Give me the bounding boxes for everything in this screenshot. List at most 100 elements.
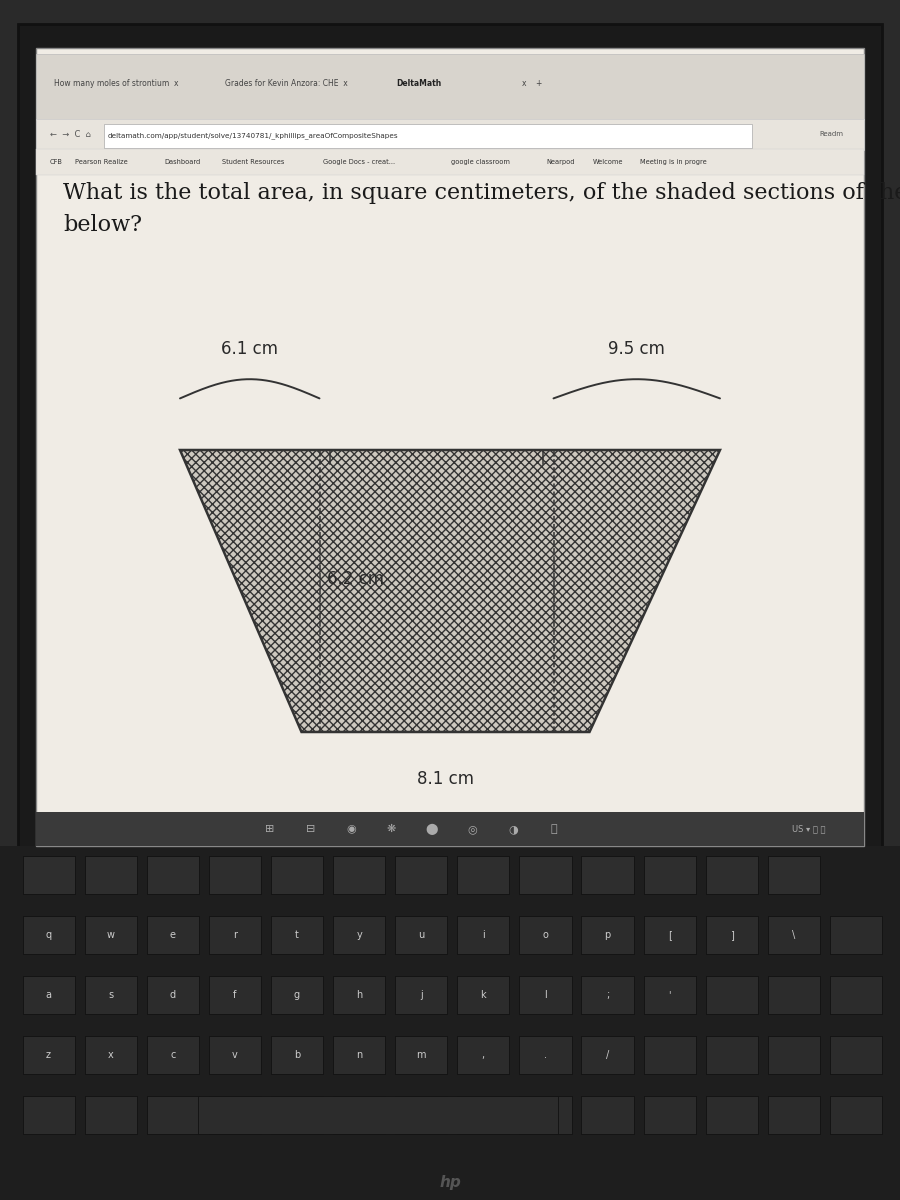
Bar <box>271 1096 323 1134</box>
Bar <box>519 976 572 1014</box>
Bar <box>36 149 864 175</box>
Text: c: c <box>170 1050 176 1060</box>
Bar <box>644 976 696 1014</box>
Bar <box>457 1096 509 1134</box>
Bar <box>18 24 882 864</box>
Text: i: i <box>482 930 485 940</box>
Bar <box>271 916 323 954</box>
Bar <box>644 1036 696 1074</box>
Text: DeltaMath: DeltaMath <box>396 79 441 89</box>
Text: g: g <box>294 990 300 1000</box>
Text: [: [ <box>668 930 671 940</box>
Text: hp: hp <box>439 1175 461 1189</box>
Bar <box>85 1036 137 1074</box>
Text: .: . <box>544 1050 547 1060</box>
Polygon shape <box>180 450 720 732</box>
Text: What is the total area, in square centimeters, of the shaded sections of the tra: What is the total area, in square centim… <box>63 182 900 204</box>
Bar <box>0 846 900 1200</box>
Bar <box>706 1096 758 1134</box>
Text: ⊞: ⊞ <box>266 824 274 834</box>
Text: l: l <box>544 990 547 1000</box>
Bar <box>519 1096 572 1134</box>
Bar <box>22 976 75 1014</box>
Bar <box>395 976 447 1014</box>
Text: ⬤: ⬤ <box>426 823 438 835</box>
Bar <box>457 1036 509 1074</box>
Bar <box>768 1036 820 1074</box>
Bar <box>644 1096 696 1134</box>
Bar <box>36 48 864 846</box>
Bar <box>830 1096 882 1134</box>
Text: w: w <box>107 930 114 940</box>
Text: v: v <box>232 1050 238 1060</box>
Bar <box>104 124 752 148</box>
Bar <box>581 1036 634 1074</box>
Text: u: u <box>418 930 424 940</box>
Bar <box>209 1036 261 1074</box>
Text: ◎: ◎ <box>468 824 477 834</box>
Text: ': ' <box>669 990 670 1000</box>
Bar <box>768 856 820 894</box>
Bar <box>85 976 137 1014</box>
Bar <box>768 1096 820 1134</box>
Text: below?: below? <box>63 214 142 235</box>
Text: s: s <box>108 990 113 1000</box>
Bar <box>209 1096 261 1134</box>
Bar <box>395 1036 447 1074</box>
Bar <box>271 976 323 1014</box>
Text: ←  →  C  ⌂: ← → C ⌂ <box>50 130 91 139</box>
Bar <box>768 976 820 1014</box>
Bar <box>830 916 882 954</box>
Text: a: a <box>46 990 51 1000</box>
Bar <box>22 1096 75 1134</box>
Text: Grades for Kevin Anzora: CHE  x: Grades for Kevin Anzora: CHE x <box>225 79 347 89</box>
Bar <box>147 856 199 894</box>
Bar <box>395 856 447 894</box>
Bar <box>22 916 75 954</box>
Text: e: e <box>170 930 176 940</box>
Text: d: d <box>170 990 176 1000</box>
Bar <box>147 1096 199 1134</box>
Bar <box>519 1036 572 1074</box>
Bar <box>209 856 261 894</box>
Text: ,: , <box>482 1050 485 1060</box>
Text: q: q <box>46 930 51 940</box>
Bar <box>271 856 323 894</box>
Bar <box>706 856 758 894</box>
Bar <box>85 1096 137 1134</box>
Text: 6.2 cm: 6.2 cm <box>327 570 383 588</box>
Text: o: o <box>543 930 548 940</box>
Bar <box>147 1036 199 1074</box>
Text: ❋: ❋ <box>387 824 396 834</box>
Bar <box>333 1036 385 1074</box>
Bar <box>768 916 820 954</box>
Text: n: n <box>356 1050 362 1060</box>
Bar <box>22 1036 75 1074</box>
Text: Welcome: Welcome <box>593 158 624 164</box>
Text: 9.5 cm: 9.5 cm <box>608 340 665 358</box>
Bar <box>519 916 572 954</box>
Bar <box>457 976 509 1014</box>
Bar <box>457 856 509 894</box>
Text: ◉: ◉ <box>346 824 356 834</box>
Bar <box>830 976 882 1014</box>
Text: h: h <box>356 990 362 1000</box>
Bar <box>271 1036 323 1074</box>
Text: y: y <box>356 930 362 940</box>
Text: deltamath.com/app/student/solve/13740781/_kphillips_areaOfCompositeShapes: deltamath.com/app/student/solve/13740781… <box>108 132 399 139</box>
Bar <box>333 856 385 894</box>
Text: /: / <box>606 1050 609 1060</box>
Text: f: f <box>233 990 237 1000</box>
Text: z: z <box>46 1050 51 1060</box>
Text: x    +: x + <box>522 79 543 89</box>
Text: CFB: CFB <box>50 158 62 164</box>
Text: 6.1 cm: 6.1 cm <box>221 340 278 358</box>
Bar <box>581 1096 634 1134</box>
Bar <box>198 1096 558 1134</box>
Text: google classroom: google classroom <box>451 158 509 164</box>
Text: Nearpod: Nearpod <box>546 158 575 164</box>
Bar <box>644 856 696 894</box>
Text: Dashboard: Dashboard <box>165 158 201 164</box>
Text: US ▾ 🔊 🔋: US ▾ 🔊 🔋 <box>792 824 825 834</box>
Text: p: p <box>605 930 610 940</box>
